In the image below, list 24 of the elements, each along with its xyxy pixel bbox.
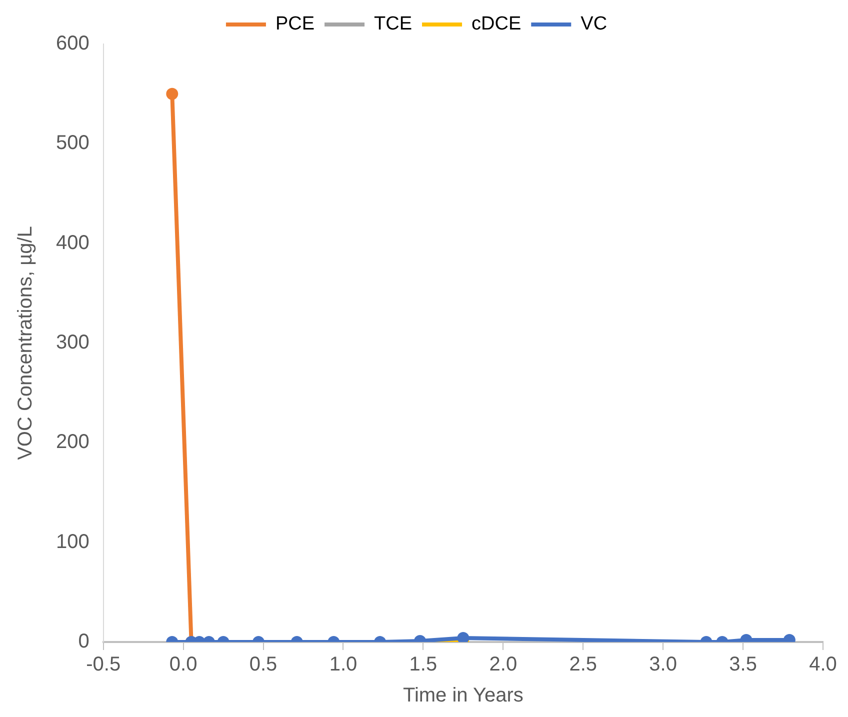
y-tick-label: 0 [78,630,90,653]
x-tick-label: 1.0 [329,654,358,676]
legend-label: PCE [275,14,315,35]
x-tick-label: 2.5 [569,654,598,676]
y-axis-title: VOC Concentrations, µg/L [14,226,37,460]
x-tick-label: 1.5 [409,654,438,676]
y-tick-label: 300 [56,332,90,354]
x-tick-label: 4.0 [809,654,837,676]
y-tick-label: 200 [56,431,90,454]
y-tick-label: 100 [56,530,90,553]
point [166,88,178,100]
legend-label: VC [580,14,608,35]
legend-label: TCE [374,14,412,35]
x-tick-label: -0.5 [86,654,121,676]
x-tick-label: 3.5 [729,654,757,676]
y-tick-label: 600 [56,32,90,55]
x-tick-label: 3.0 [649,654,677,676]
x-tick-label: 0.5 [249,654,278,676]
x-tick-label: 0.0 [169,654,198,676]
y-tick-label: 400 [56,232,90,254]
x-tick-label: 2.0 [489,654,518,676]
legend-label: cDCE [472,14,522,35]
x-axis-title: Time in Years [402,684,524,707]
y-tick-label: 500 [56,132,90,154]
